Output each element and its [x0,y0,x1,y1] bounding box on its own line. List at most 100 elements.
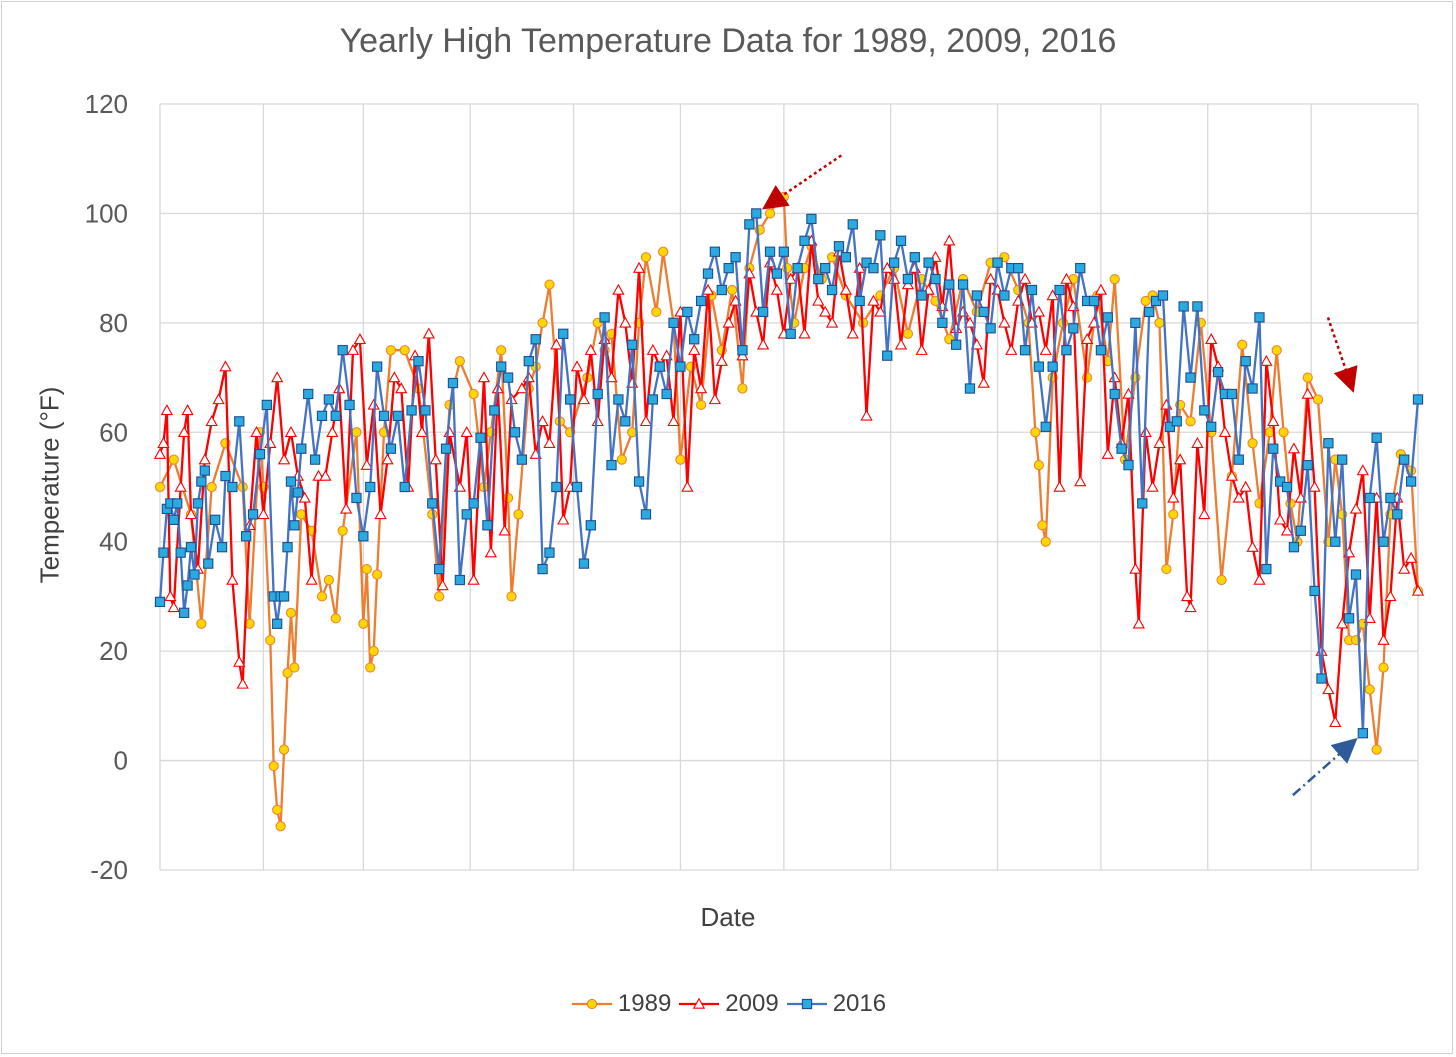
data-point-2009 [388,371,401,383]
data-point-1989 [285,607,297,618]
data-point-2016 [571,481,583,493]
data-point-1989 [506,591,517,602]
data-point-1989 [1140,295,1151,307]
data-point-2009 [198,453,211,465]
legend-item-2016: 2016 [785,990,886,1018]
data-point-2016 [785,328,796,339]
data-point-2009 [153,447,167,459]
data-point-2009 [543,436,556,448]
data-point-2016 [1150,295,1162,307]
data-point-1989 [361,563,372,575]
data-point-2009 [1274,513,1287,525]
data-point-2009 [515,382,529,394]
data-point-1989 [537,317,548,328]
data-point-2016 [261,399,272,411]
data-point-2009 [1167,491,1180,503]
data-point-2016 [1357,728,1369,739]
data-point-2016 [1206,421,1217,432]
data-point-1989 [651,306,662,318]
y-tick-label: 60 [99,417,128,447]
data-point-2016 [895,235,907,246]
data-point-2016 [496,361,507,372]
data-point-2016 [447,377,459,389]
chart-title: Yearly High Temperature Data for 1989, 2… [339,22,1117,60]
data-point-2016 [806,213,817,225]
data-point-2009 [395,382,408,394]
data-point-2009 [1260,354,1273,366]
data-point-2016 [999,290,1010,301]
data-point-2016 [1254,312,1265,323]
data-point-2016 [427,498,438,509]
data-point-1989 [468,388,479,400]
data-point-1989 [1271,345,1282,356]
data-point-2016 [392,410,403,422]
data-point-1989 [399,345,410,356]
data-point-2016 [861,257,872,268]
data-point-2009 [1280,524,1294,536]
annotations [762,154,1358,797]
x-axis-label: Date [700,902,756,932]
data-point-2016 [737,345,748,356]
data-point-1989 [316,591,328,602]
data-point-1989 [372,569,383,580]
data-point-2016 [1337,454,1348,465]
data-point-1989 [1082,372,1093,383]
data-point-2016 [468,498,479,509]
data-point-1989 [351,427,362,438]
y-tick-label: 80 [99,308,128,338]
data-point-2016 [1364,492,1375,504]
data-point-1989 [696,399,707,411]
data-point-2009 [381,453,394,465]
data-point-2016 [1061,345,1072,356]
data-point-1989 [503,492,514,504]
data-point-2016 [1109,388,1120,400]
data-point-1989 [265,635,276,646]
data-point-2009 [160,404,174,416]
data-point-2016 [516,454,528,465]
data-point-2009 [346,343,360,355]
data-point-2016 [647,394,659,405]
data-point-2009 [484,546,498,558]
data-point-2016 [385,443,397,454]
data-point-2009 [1191,436,1204,448]
data-point-2009 [1322,683,1335,695]
data-point-2016 [1350,569,1362,580]
data-point-2016 [1295,525,1306,536]
data-point-2016 [241,531,252,542]
data-point-2009 [825,316,839,328]
data-point-2009 [1225,469,1239,481]
data-point-2016 [1171,416,1182,427]
data-point-2016 [272,618,283,629]
data-point-2016 [1054,284,1065,296]
data-point-2009 [305,573,318,585]
data-point-2016 [296,443,307,454]
data-point-2016 [585,520,596,531]
data-point-2009 [257,508,270,520]
y-tick-label: 20 [99,636,128,666]
data-point-2009 [212,393,225,405]
data-point-1989 [275,821,286,832]
data-point-2009 [374,508,387,520]
data-point-2016 [227,481,238,493]
data-point-2016 [778,246,789,257]
data-point-2009 [688,343,701,355]
data-point-1989 [1216,574,1227,586]
data-point-2016 [1102,312,1113,323]
data-point-2016 [854,295,865,307]
data-point-1989 [282,667,293,679]
annotation-arrow [1292,737,1358,797]
data-point-2009 [1184,601,1197,613]
data-point-2016 [1185,372,1196,383]
data-point-2009 [887,272,901,284]
data-point-2009 [867,294,880,306]
data-point-2016 [951,339,962,350]
data-point-2016 [1240,356,1251,367]
data-point-2016 [702,268,714,279]
data-point-2016 [1268,443,1279,454]
data-point-1989 [1278,427,1289,438]
data-point-2009 [943,234,956,246]
data-point-2009 [277,453,291,465]
data-point-2009 [498,524,511,536]
data-point-2009 [1377,633,1390,645]
